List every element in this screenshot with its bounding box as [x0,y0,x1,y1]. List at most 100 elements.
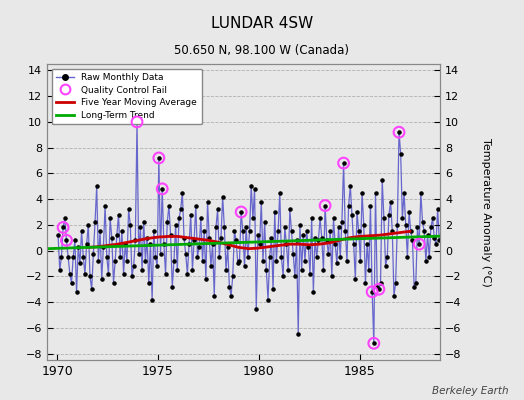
Point [124,206,133,213]
Point [245,228,254,234]
Point [376,280,385,286]
Point [252,305,260,312]
Point [348,211,356,218]
Point [133,119,141,125]
Point [292,237,301,244]
Point [193,254,202,260]
Point [183,270,192,277]
Point [121,241,129,247]
Point [403,254,412,260]
Point [281,224,289,231]
Point [385,211,393,218]
Point [86,273,94,280]
Point [299,232,308,238]
Point [76,260,84,267]
Point [181,251,190,258]
Point [111,258,119,264]
Point [119,270,128,277]
Point [346,183,355,190]
Point [139,219,148,226]
Point [393,222,401,228]
Point [234,260,242,267]
Point [388,228,397,234]
Point [341,228,350,234]
Point [203,198,212,205]
Point [88,286,96,292]
Point [316,215,324,222]
Point [71,237,79,244]
Point [244,254,252,260]
Point [165,202,173,209]
Point [417,190,425,196]
Point [279,273,287,280]
Point [146,241,155,247]
Point [286,206,294,213]
Point [366,202,375,209]
Point [133,119,141,125]
Point [238,228,247,234]
Point [168,284,177,290]
Point [427,224,435,231]
Point [155,155,163,161]
Point [365,267,373,273]
Point [210,292,219,299]
Point [141,258,150,264]
Point [103,254,111,260]
Point [167,232,175,238]
Point [415,241,423,247]
Point [235,258,244,264]
Point [230,228,238,234]
Point [202,276,210,282]
Point [282,241,291,247]
Point [329,215,337,222]
Point [78,228,86,234]
Point [247,183,255,190]
Point [106,215,114,222]
Point [291,273,299,280]
Point [408,237,417,244]
Point [425,254,433,260]
Point [400,190,408,196]
Point [294,331,302,338]
Point [340,160,348,166]
Point [217,234,225,241]
Point [209,241,217,247]
Point [361,280,369,286]
Point [113,232,121,238]
Point [420,228,429,234]
Point [250,186,259,192]
Point [368,288,376,295]
Point [66,270,74,277]
Point [413,224,422,231]
Point [175,215,183,222]
Point [336,254,344,260]
Point [195,244,203,250]
Point [334,224,343,231]
Point [391,280,400,286]
Point [170,258,178,264]
Point [136,224,145,231]
Point [302,228,311,234]
Point [287,228,296,234]
Point [321,202,329,209]
Point [333,260,341,267]
Point [242,224,250,231]
Point [126,222,135,228]
Point [192,202,200,209]
Point [257,198,266,205]
Point [375,286,383,292]
Point [378,177,386,183]
Point [375,286,383,292]
Point [150,228,158,234]
Point [309,288,318,295]
Point [276,190,284,196]
Point [405,209,413,215]
Point [343,258,351,264]
Point [61,215,69,222]
Point [314,237,323,244]
Legend: Raw Monthly Data, Quality Control Fail, Five Year Moving Average, Long-Term Tren: Raw Monthly Data, Quality Control Fail, … [52,68,202,124]
Point [344,202,353,209]
Point [264,296,272,303]
Point [407,228,415,234]
Point [328,273,336,280]
